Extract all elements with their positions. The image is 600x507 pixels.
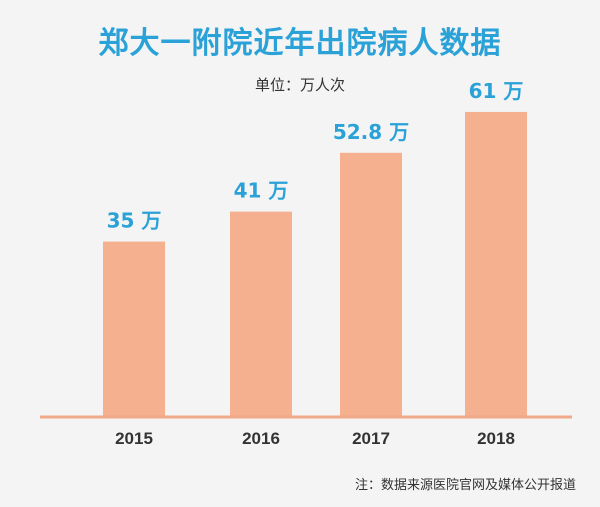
chart-unit-label: 单位：万人次	[254, 76, 345, 94]
x-tick-2016: 2016	[242, 429, 280, 448]
data-label-2018: 61 万	[469, 79, 524, 103]
bar-2017	[340, 152, 402, 416]
bar-2015	[103, 241, 165, 416]
data-label-2016: 41 万	[234, 179, 289, 203]
x-tick-2015: 2015	[115, 429, 153, 448]
source-note: 注：数据来源医院官网及媒体公开报道	[354, 478, 576, 493]
bar-2016	[230, 211, 292, 416]
x-tick-2018: 2018	[477, 429, 515, 448]
bar-2018	[465, 111, 527, 416]
x-tick-2017: 2017	[352, 429, 390, 448]
data-label-2017: 52.8 万	[333, 120, 409, 144]
chart-title: 郑大一附院近年出院病人数据	[98, 26, 502, 61]
data-label-2015: 35 万	[107, 209, 162, 233]
